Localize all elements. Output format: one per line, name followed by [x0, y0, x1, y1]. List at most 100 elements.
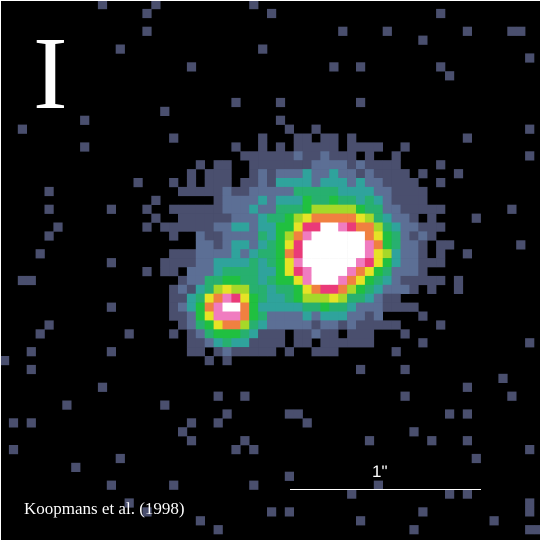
intensity-pixel: [240, 347, 250, 357]
intensity-pixel: [418, 258, 428, 268]
intensity-pixel: [106, 258, 116, 268]
intensity-pixel: [258, 151, 268, 161]
intensity-pixel: [391, 240, 401, 250]
scale-bar-label: 1": [372, 462, 388, 481]
intensity-pixel: [275, 275, 286, 286]
intensity-pixel: [347, 169, 357, 179]
intensity-pixel: [249, 222, 259, 232]
intensity-pixel: [462, 133, 472, 143]
intensity-pixel: [382, 249, 392, 259]
intensity-pixel: [231, 142, 241, 152]
intensity-pixel: [213, 525, 223, 535]
intensity-pixel: [409, 284, 419, 294]
intensity-pixel: [453, 275, 464, 286]
intensity-pixel: [178, 258, 188, 268]
intensity-pixel: [240, 302, 250, 312]
intensity-pixel: [418, 204, 428, 214]
intensity-pixel: [284, 347, 294, 357]
intensity-pixel: [382, 186, 392, 197]
intensity-pixel: [284, 124, 294, 134]
intensity-pixel: [204, 178, 214, 188]
intensity-pixel: [489, 516, 499, 526]
intensity-pixel: [17, 275, 27, 286]
intensity-pixel: [311, 267, 321, 277]
intensity-pixel: [267, 284, 277, 294]
intensity-pixel: [213, 213, 223, 223]
intensity-pixel: [320, 249, 330, 259]
intensity-pixel: [311, 186, 321, 197]
intensity-pixel: [329, 320, 339, 330]
intensity-pixel: [347, 151, 357, 161]
intensity-pixel: [391, 302, 401, 312]
intensity-pixel: [267, 195, 277, 205]
intensity-pixel: [409, 302, 419, 312]
intensity-pixel: [400, 222, 410, 232]
intensity-pixel: [222, 240, 232, 250]
intensity-pixel: [382, 240, 392, 250]
intensity-pixel: [302, 418, 312, 428]
intensity-pixel: [213, 160, 223, 170]
intensity-pixel: [178, 186, 188, 197]
intensity-pixel: [204, 169, 214, 179]
intensity-pixel: [186, 222, 197, 232]
intensity-pixel: [329, 249, 339, 259]
intensity-pixel: [275, 160, 286, 170]
intensity-pixel: [391, 249, 401, 259]
intensity-pixel: [391, 284, 401, 294]
intensity-pixel: [204, 275, 214, 286]
intensity-pixel: [195, 160, 205, 170]
intensity-pixel: [311, 178, 321, 188]
intensity-pixel: [195, 222, 205, 232]
intensity-pixel: [400, 258, 410, 268]
intensity-pixel: [169, 302, 179, 312]
intensity-pixel: [302, 186, 312, 197]
intensity-pixel: [186, 258, 197, 268]
intensity-pixel: [311, 222, 321, 232]
intensity-pixel: [249, 213, 259, 223]
intensity-pixel: [320, 258, 330, 268]
intensity-pixel: [293, 213, 303, 223]
intensity-pixel: [409, 222, 419, 232]
intensity-pixel: [329, 284, 339, 294]
intensity-pixel: [222, 258, 232, 268]
intensity-pixel: [204, 231, 214, 241]
intensity-pixel: [258, 44, 268, 54]
intensity-pixel: [195, 258, 205, 268]
intensity-pixel: [240, 151, 250, 161]
intensity-pixel: [400, 275, 410, 286]
intensity-pixel: [329, 258, 339, 268]
intensity-pixel: [222, 160, 232, 170]
intensity-pixel: [186, 267, 197, 277]
intensity-pixel: [275, 249, 286, 259]
intensity-pixel: [267, 338, 277, 348]
intensity-pixel: [400, 231, 410, 241]
intensity-pixel: [418, 507, 428, 517]
intensity-pixel: [364, 329, 375, 339]
intensity-pixel: [186, 275, 197, 286]
intensity-pixel: [258, 284, 268, 294]
intensity-pixel: [178, 302, 188, 312]
intensity-pixel: [44, 231, 54, 241]
intensity-pixel: [151, 213, 161, 223]
intensity-pixel: [311, 249, 321, 259]
intensity-pixel: [267, 293, 277, 303]
intensity-pixel: [471, 213, 481, 223]
intensity-pixel: [329, 151, 339, 161]
intensity-pixel: [160, 106, 170, 116]
intensity-pixel: [222, 293, 232, 303]
intensity-pixel: [356, 97, 366, 108]
intensity-pixel: [382, 231, 392, 241]
intensity-pixel: [364, 186, 375, 197]
intensity-pixel: [293, 222, 303, 232]
intensity-pixel: [311, 258, 321, 268]
intensity-pixel: [356, 62, 366, 72]
intensity-pixel: [347, 258, 357, 268]
intensity-pixel: [186, 329, 197, 339]
intensity-pixel: [302, 133, 312, 143]
intensity-pixel: [222, 409, 232, 419]
intensity-pixel: [516, 26, 526, 36]
intensity-pixel: [311, 124, 321, 134]
intensity-pixel: [391, 320, 401, 330]
intensity-pixel: [249, 267, 259, 277]
intensity-pixel: [382, 293, 392, 303]
